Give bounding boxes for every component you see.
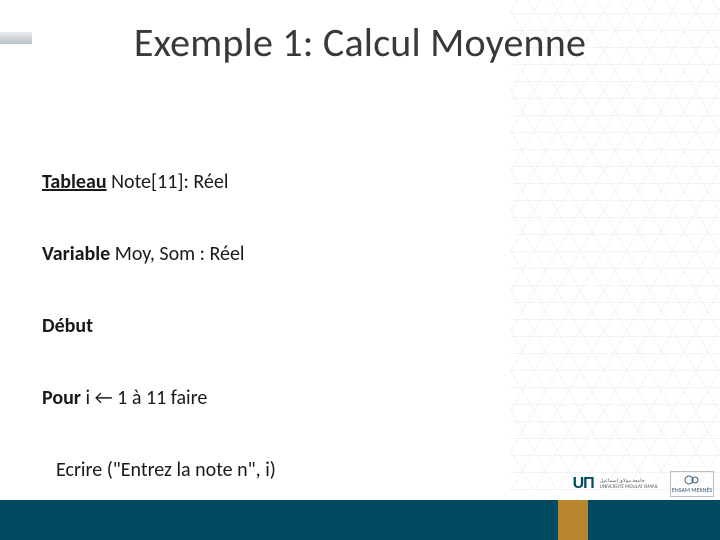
keyword-pour: Pour — [42, 386, 81, 410]
gear-icon — [683, 474, 701, 486]
logo-ensam: ENSAM MEKNÈS — [670, 471, 714, 497]
logo-umi-text-fr: UNIVERSITÉ MOULAY ISMAIL — [600, 484, 658, 490]
code-text: Moy, Som : Réel — [110, 242, 244, 266]
pseudocode-block: Tableau Note[11]: Réel Variable Moy, Som… — [42, 122, 287, 540]
code-text: i ← 1 à 11 faire — [81, 386, 207, 410]
code-text: Note[11]: Réel — [107, 170, 229, 194]
keyword-variable: Variable — [42, 242, 110, 266]
code-line-2: Variable Moy, Som : Réel — [42, 242, 287, 266]
code-line-1: Tableau Note[11]: Réel — [42, 170, 287, 194]
slide-title: Exemple 1: Calcul Moyenne — [0, 18, 720, 67]
code-line-5: Ecrire ("Entrez la note n", i) — [42, 458, 287, 482]
logo-umi: UΠ جامعة مولاي إسماعيل UNIVERSITÉ MOULAY… — [573, 475, 658, 493]
footer-stripe — [0, 500, 720, 540]
logo-umi-mark: UΠ — [573, 475, 594, 493]
code-text: Ecrire ("Entrez la note n", i) — [56, 458, 276, 482]
keyword-tableau: Tableau — [42, 170, 107, 194]
keyword-debut: Début — [42, 314, 93, 338]
code-line-4: Pour i ← 1 à 11 faire — [42, 386, 287, 410]
slide-content: Exemple 1: Calcul Moyenne Tableau Note[1… — [0, 0, 720, 540]
code-line-3: Début — [42, 314, 287, 338]
footer-logos: UΠ جامعة مولاي إسماعيل UNIVERSITÉ MOULAY… — [540, 468, 720, 500]
logo-ensam-text: ENSAM MEKNÈS — [672, 486, 712, 494]
footer-accent — [558, 500, 588, 540]
logo-umi-caption: جامعة مولاي إسماعيل UNIVERSITÉ MOULAY IS… — [600, 478, 658, 490]
